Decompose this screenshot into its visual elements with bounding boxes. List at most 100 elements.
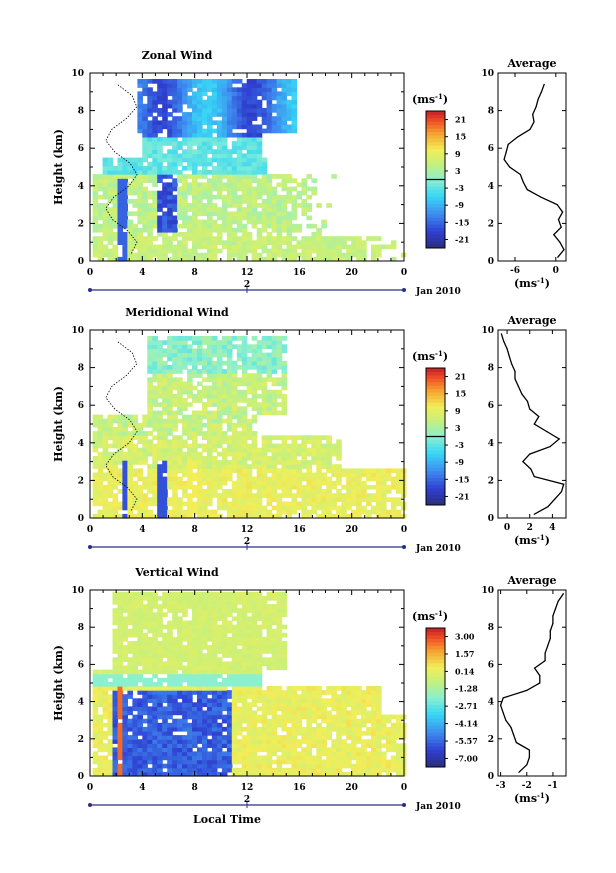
heatmap-cell	[251, 132, 258, 138]
heatmap-cell	[286, 731, 293, 736]
heatmap-cell	[112, 608, 119, 613]
heatmap-cell	[187, 456, 193, 461]
heatmap-cell	[236, 661, 243, 667]
heatmap-cell	[197, 731, 203, 736]
heatmap-cell	[117, 161, 124, 167]
heatmap-cell	[102, 451, 109, 457]
heatmap-cell	[142, 694, 148, 699]
heatmap-cell	[162, 596, 168, 601]
heatmap-cell	[271, 244, 278, 250]
heatmap-cell	[127, 628, 133, 634]
heatmap-cell	[97, 414, 104, 420]
heatmap-cell	[157, 513, 163, 519]
heatmap-cell	[251, 681, 258, 687]
heatmap-cell	[231, 710, 238, 716]
heatmap-cell	[107, 771, 114, 777]
heatmap-cell	[291, 476, 298, 482]
heatmap-cell	[341, 484, 347, 490]
heatmap-cell	[251, 116, 258, 121]
heatmap-cell	[281, 718, 288, 724]
heatmap-cell	[281, 79, 288, 84]
heatmap-cell	[167, 227, 173, 233]
heatmap-cell	[142, 718, 148, 724]
heatmap-cell	[356, 256, 362, 262]
heatmap-cell	[281, 236, 288, 241]
heatmap-cell	[276, 393, 283, 399]
heatmap-cell	[291, 256, 298, 262]
heatmap-cell	[167, 755, 173, 761]
heatmap-cell	[231, 661, 238, 667]
heatmap-cell	[266, 103, 273, 109]
heatmap-cell	[187, 83, 193, 88]
heatmap-cell	[137, 673, 143, 679]
heatmap-cell	[127, 620, 133, 626]
heatmap-cell	[132, 763, 138, 769]
heatmap-cell	[127, 645, 133, 650]
heatmap-cell	[142, 87, 148, 92]
heatmap-cell	[102, 747, 109, 753]
heatmap-cell	[221, 393, 228, 399]
heatmap-cell	[97, 472, 104, 478]
heatmap-cell	[226, 153, 233, 159]
heatmap-cell	[97, 747, 104, 753]
heatmap-cell	[152, 108, 158, 113]
heatmap-cell	[97, 767, 104, 773]
heatmap-cell	[221, 431, 228, 436]
heatmap-cell	[221, 755, 228, 761]
heatmap-cell	[117, 616, 124, 622]
heatmap-cell	[147, 79, 153, 84]
heatmap-cell	[122, 480, 128, 486]
heatmap-cell	[266, 194, 273, 200]
heatmap-cell	[172, 244, 178, 250]
heatmap-cell	[147, 714, 153, 720]
heatmap-cell	[241, 645, 248, 650]
heatmap-cell	[256, 402, 263, 407]
heatmap-cell	[187, 493, 193, 498]
heatmap-cell	[137, 447, 143, 453]
heatmap-cell	[112, 509, 119, 515]
heatmap-cell	[221, 373, 228, 378]
heatmap-cell	[385, 472, 392, 478]
heatmap-cell	[236, 410, 243, 416]
heatmap-cell	[107, 694, 114, 699]
heatmap-cell	[167, 99, 173, 105]
heatmap-cell	[137, 108, 143, 113]
heatmap-cell	[221, 661, 228, 667]
profile-x-tick-label: 4	[549, 523, 555, 533]
heatmap-cell	[182, 677, 188, 683]
heatmap-cell	[97, 677, 104, 683]
heatmap-cell	[366, 236, 372, 241]
heatmap-cell	[251, 505, 258, 511]
heatmap-cell	[231, 677, 238, 683]
heatmap-cell	[286, 759, 293, 765]
heatmap-cell	[192, 348, 198, 354]
heatmap-cell	[197, 604, 203, 609]
heatmap-cell	[256, 759, 263, 765]
heatmap-cell	[97, 493, 104, 498]
heatmap-cell	[177, 186, 183, 192]
heatmap-cell	[231, 87, 238, 92]
heatmap-cell	[241, 460, 248, 465]
heatmap-cell	[182, 468, 188, 474]
heatmap-cell	[211, 352, 218, 358]
heatmap-cell	[112, 620, 119, 626]
heatmap-cell	[207, 194, 213, 200]
heatmap-cell	[187, 157, 193, 163]
heatmap-cell	[157, 369, 163, 374]
heatmap-cell	[157, 340, 163, 345]
heatmap-cell	[226, 714, 233, 720]
heatmap-cell	[226, 596, 233, 601]
heatmap-cell	[152, 665, 158, 671]
heatmap-cell	[251, 161, 258, 167]
heatmap-cell	[207, 352, 213, 358]
heatmap-cell	[192, 186, 198, 192]
heatmap-cell	[97, 186, 104, 192]
heatmap-cell	[251, 743, 258, 748]
heatmap-cell	[167, 476, 173, 482]
heatmap-cell	[306, 248, 312, 254]
heatmap-cell	[286, 443, 293, 449]
heatmap-cell	[326, 468, 332, 474]
heatmap-cell	[211, 178, 218, 183]
profile-point	[503, 340, 505, 342]
heatmap-cell	[207, 244, 213, 250]
